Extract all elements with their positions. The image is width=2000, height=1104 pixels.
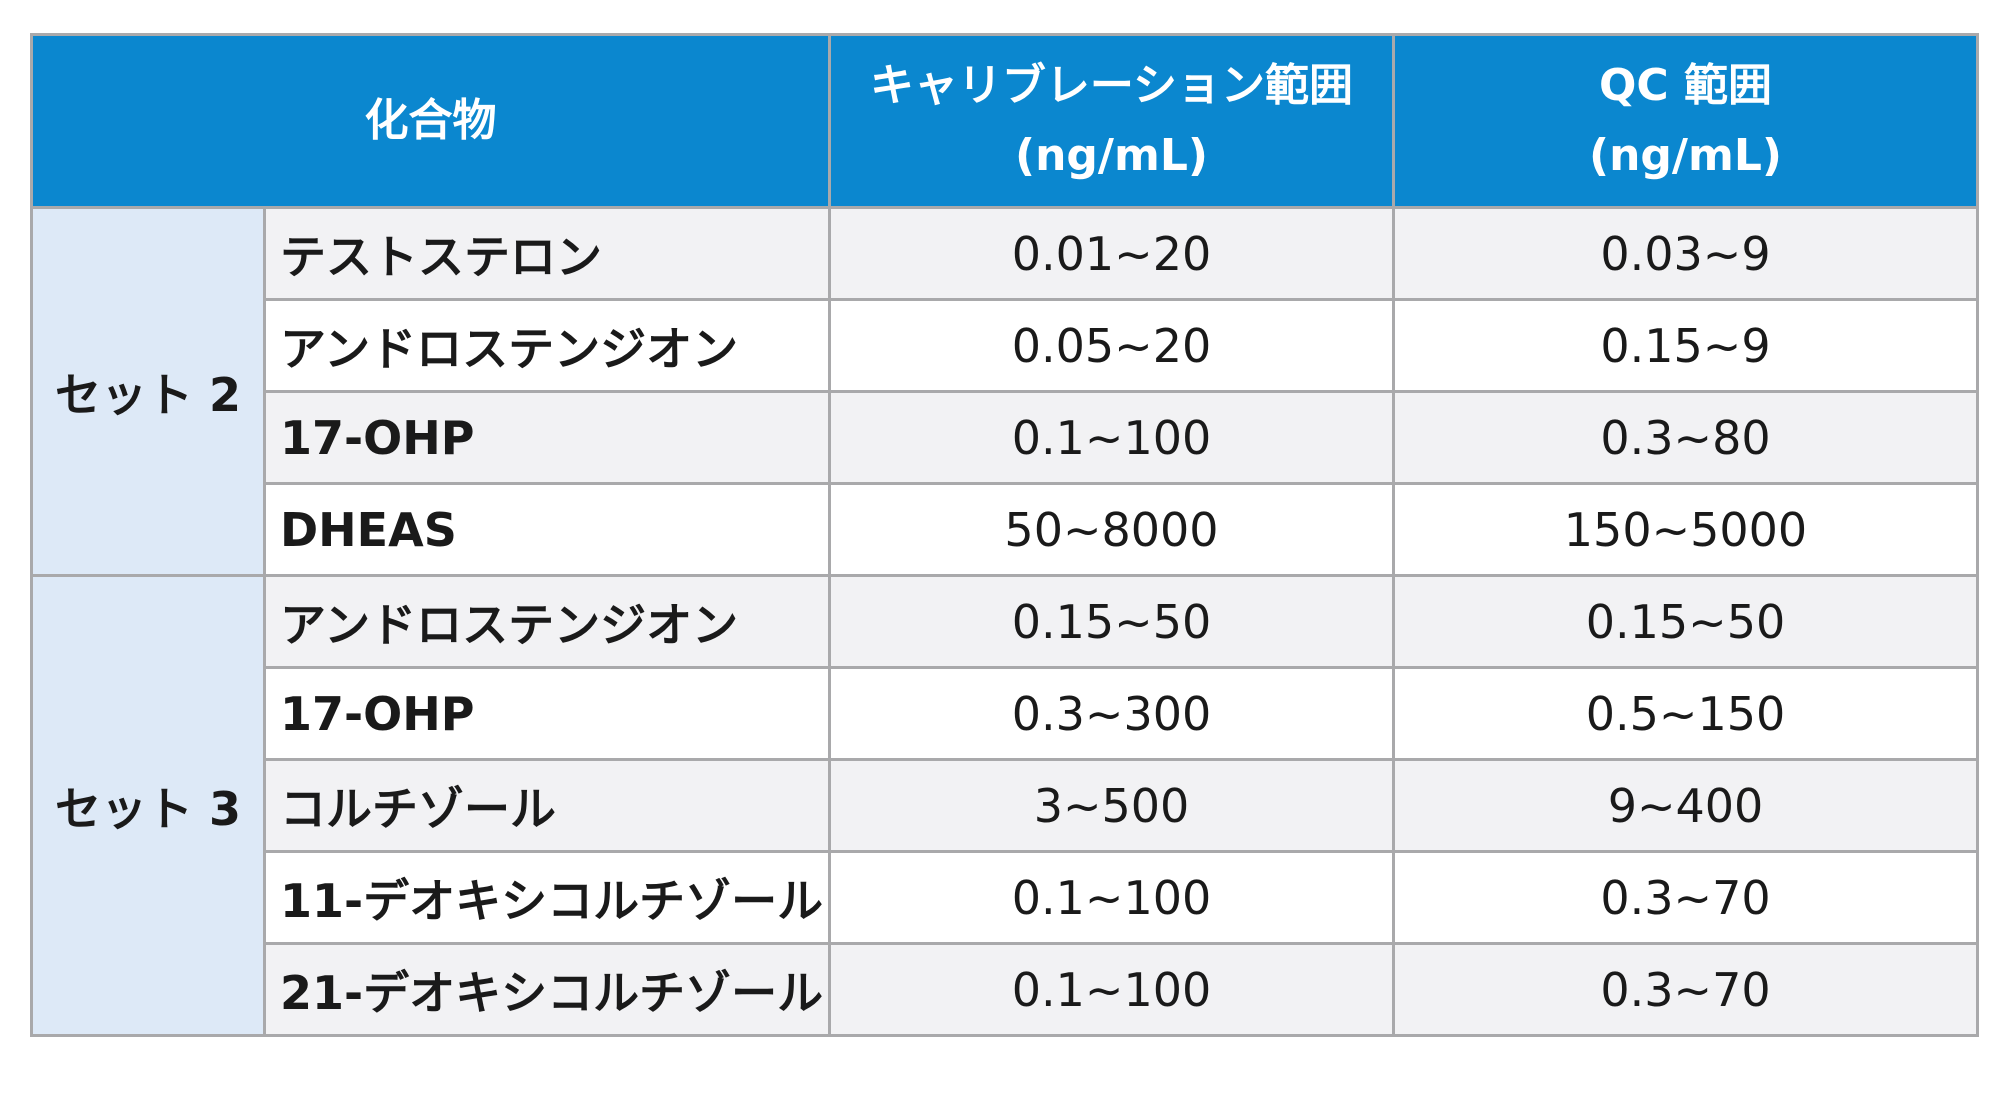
- table-header: 化合物 キャリブレーション範囲 (ng/mL) QC 範囲 (ng/mL): [30, 33, 1979, 209]
- header-calibration-unit: (ng/mL): [1015, 130, 1208, 181]
- calibration-range-cell: 0.3~300: [828, 666, 1395, 761]
- set-label-2: セット 2: [30, 206, 266, 577]
- qc-range-cell: 150~5000: [1392, 482, 1979, 577]
- table-row: セット 2 テストステロン 0.01~20 0.03~9: [30, 206, 1979, 577]
- calibration-range-cell: 3~500: [828, 758, 1395, 853]
- set-label-3: セット 3: [30, 574, 266, 1037]
- compound-cell: 17-OHP: [263, 390, 831, 485]
- qc-range-cell: 0.5~150: [1392, 666, 1979, 761]
- compound-cell: アンドロステンジオン: [263, 574, 831, 669]
- calibration-range-cell: 0.01~20: [828, 206, 1395, 301]
- qc-range-cell: 0.03~9: [1392, 206, 1979, 301]
- header-row: 化合物 キャリブレーション範囲 (ng/mL) QC 範囲 (ng/mL): [30, 33, 1979, 209]
- header-compound: 化合物: [30, 33, 831, 209]
- table-row: 17-OHP 0.3~300 0.5~150: [32, 666, 1979, 761]
- compound-cell: 11-デオキシコルチゾール: [263, 850, 831, 945]
- calibration-range-cell: 0.1~100: [828, 390, 1395, 485]
- calibration-range-cell: 0.1~100: [828, 850, 1395, 945]
- qc-range-cell: 0.3~70: [1392, 942, 1979, 1037]
- calibration-range-cell: 0.05~20: [828, 298, 1395, 393]
- header-qc-unit: (ng/mL): [1589, 130, 1782, 181]
- compound-cell: アンドロステンジオン: [263, 298, 831, 393]
- header-calibration-range: キャリブレーション範囲 (ng/mL): [828, 33, 1395, 209]
- table-body: セット 2 テストステロン 0.01~20 0.03~9 アンドロステンジオン …: [30, 206, 1979, 1037]
- table-row: コルチゾール 3~500 9~400: [32, 758, 1979, 853]
- compound-cell: 21-デオキシコルチゾール: [263, 942, 831, 1037]
- calibration-range-cell: 0.1~100: [828, 942, 1395, 1037]
- table-row: DHEAS 50~8000 150~5000: [32, 482, 1979, 577]
- compound-cell: テストステロン: [263, 206, 831, 301]
- compound-cell: 17-OHP: [263, 666, 831, 761]
- table-row: 11-デオキシコルチゾール 0.1~100 0.3~70: [32, 850, 1979, 945]
- header-calibration-title: キャリブレーション範囲: [869, 60, 1354, 111]
- compound-cell: DHEAS: [263, 482, 831, 577]
- qc-range-cell: 0.15~50: [1392, 574, 1979, 669]
- qc-range-cell: 0.15~9: [1392, 298, 1979, 393]
- range-table: 化合物 キャリブレーション範囲 (ng/mL) QC 範囲 (ng/mL) セッ…: [30, 33, 1979, 1037]
- table-row: 21-デオキシコルチゾール 0.1~100 0.3~70: [32, 942, 1979, 1037]
- header-qc-title: QC 範囲: [1598, 60, 1772, 111]
- qc-range-cell: 9~400: [1392, 758, 1979, 853]
- table-row: セット 3 アンドロステンジオン 0.15~50 0.15~50: [30, 574, 1979, 1037]
- table-row: 17-OHP 0.1~100 0.3~80: [32, 390, 1979, 485]
- compound-cell: コルチゾール: [263, 758, 831, 853]
- qc-range-cell: 0.3~70: [1392, 850, 1979, 945]
- qc-range-cell: 0.3~80: [1392, 390, 1979, 485]
- range-table-container: 化合物 キャリブレーション範囲 (ng/mL) QC 範囲 (ng/mL) セッ…: [30, 33, 1979, 1037]
- table-row: アンドロステンジオン 0.05~20 0.15~9: [32, 298, 1979, 393]
- header-qc-range: QC 範囲 (ng/mL): [1392, 33, 1979, 209]
- header-compound-label: 化合物: [364, 95, 497, 146]
- calibration-range-cell: 0.15~50: [828, 574, 1395, 669]
- calibration-range-cell: 50~8000: [828, 482, 1395, 577]
